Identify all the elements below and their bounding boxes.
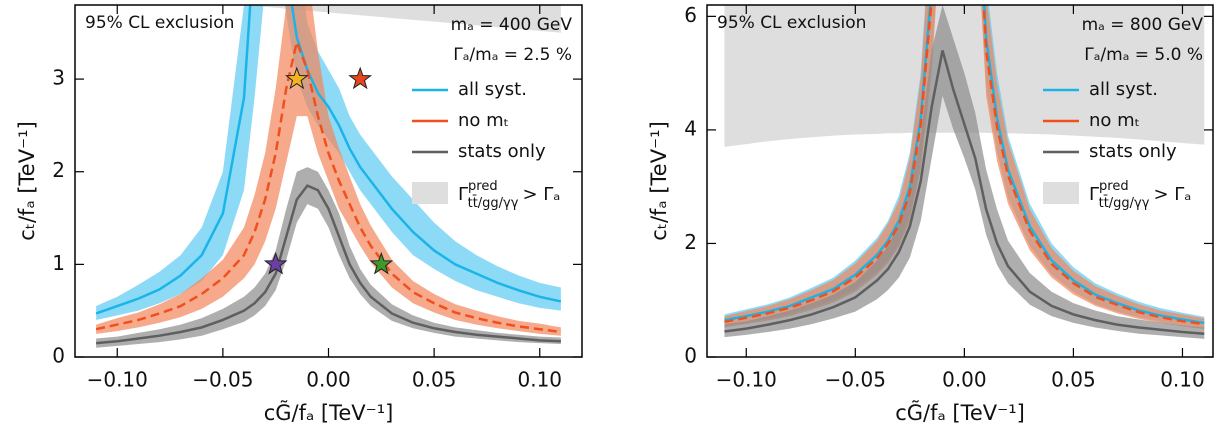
x-axis-label: cG̃/fₐ [TeV⁻¹]: [264, 400, 394, 425]
legend-label: Γpred tt̄/gg/γγ > Γₐ: [458, 179, 560, 211]
y-tick-label: 3: [52, 66, 65, 90]
y-axis-label: cₜ/fₐ [TeV⁻¹]: [647, 121, 671, 241]
chart-panel: −0.10 −0.05 0.00 0.05 0.10 0 2 4 6 cG̃/fₐ [TeV⁻¹]…: [647, 3, 1214, 425]
y-tick-label: 0: [52, 344, 65, 368]
parameter-label: mₐ = 400 GeV: [451, 15, 573, 35]
legend-label: Γpred tt̄/gg/γγ > Γₐ: [1089, 179, 1191, 211]
x-tick-label: −0.05: [825, 368, 886, 392]
x-tick-label: −0.05: [192, 368, 253, 392]
legend-subscript: tt̄/gg/γγ: [468, 195, 519, 210]
benchmark-star: [348, 66, 372, 90]
limit-line: [95, 5, 562, 315]
legend-label-part: Γ: [458, 184, 468, 205]
x-tick-label: −0.10: [87, 368, 148, 392]
uncertainty-band: [96, 5, 561, 320]
y-tick-label: 0: [684, 344, 697, 368]
annotation: 95% CL exclusion: [85, 13, 234, 33]
legend-label: no mₜ: [1089, 110, 1140, 131]
y-tick-label: 2: [52, 158, 65, 182]
x-tick-label: 0.10: [1160, 368, 1205, 392]
y-tick-label: 6: [684, 3, 697, 27]
uncertainty-band: [96, 5, 561, 336]
y-tick-label: 2: [684, 230, 697, 254]
x-axis-label: cG̃/fₐ [TeV⁻¹]: [895, 400, 1025, 425]
legend-label: all syst.: [458, 79, 527, 100]
y-axis-label: cₜ/fₐ [TeV⁻¹]: [15, 121, 39, 241]
x-tick-label: −0.10: [716, 368, 777, 392]
annotation: 95% CL exclusion: [717, 13, 866, 33]
limit-line: [95, 37, 562, 334]
legend-subscript: tt̄/gg/γγ: [1099, 195, 1150, 210]
x-tick-label: 0.05: [1051, 368, 1096, 392]
y-tick-label: 4: [684, 116, 697, 140]
excluded-region: [96, 5, 561, 33]
benchmark-star: [285, 66, 309, 90]
legend-label: all syst.: [1089, 79, 1158, 100]
plot-area: [724, 5, 1205, 339]
benchmark-star: [369, 251, 394, 275]
limit-line: [96, 184, 561, 345]
legend-swatch: [1043, 182, 1079, 204]
x-tick-label: 0.05: [412, 368, 457, 392]
limit-line: [724, 50, 1205, 335]
legend-label-part: > Γₐ: [522, 184, 560, 205]
plot-area: [95, 5, 562, 348]
x-tick-label: 0.00: [942, 368, 987, 392]
legend-label: no mₜ: [458, 110, 509, 131]
legend-label-part: Γ: [1089, 184, 1099, 205]
parameter-label: Γₐ/mₐ = 2.5 %: [453, 45, 572, 65]
x-tick-label: 0.00: [306, 368, 351, 392]
legend-superscript: pred: [1099, 179, 1129, 194]
legend-swatch: [412, 182, 448, 204]
limit-line: [724, 5, 1205, 325]
uncertainty-band: [96, 167, 561, 348]
y-tick-label: 1: [52, 251, 65, 275]
x-tick-label: 0.10: [517, 368, 562, 392]
limit-line: [724, 5, 1205, 326]
legend-superscript: pred: [468, 179, 498, 194]
benchmark-star: [263, 251, 288, 275]
plot-frame: [706, 4, 1214, 358]
legend-label: stats only: [1089, 141, 1177, 162]
parameter-label: Γₐ/mₐ = 5.0 %: [1084, 45, 1203, 65]
parameter-label: mₐ = 800 GeV: [1082, 15, 1204, 35]
legend-label-part: > Γₐ: [1153, 184, 1191, 205]
chart-panel: −0.10 −0.05 0.00 0.05 0.10 0 1 2 3 cG̃/fₐ [TeV⁻¹]…: [15, 4, 583, 425]
legend-label: stats only: [458, 141, 546, 162]
